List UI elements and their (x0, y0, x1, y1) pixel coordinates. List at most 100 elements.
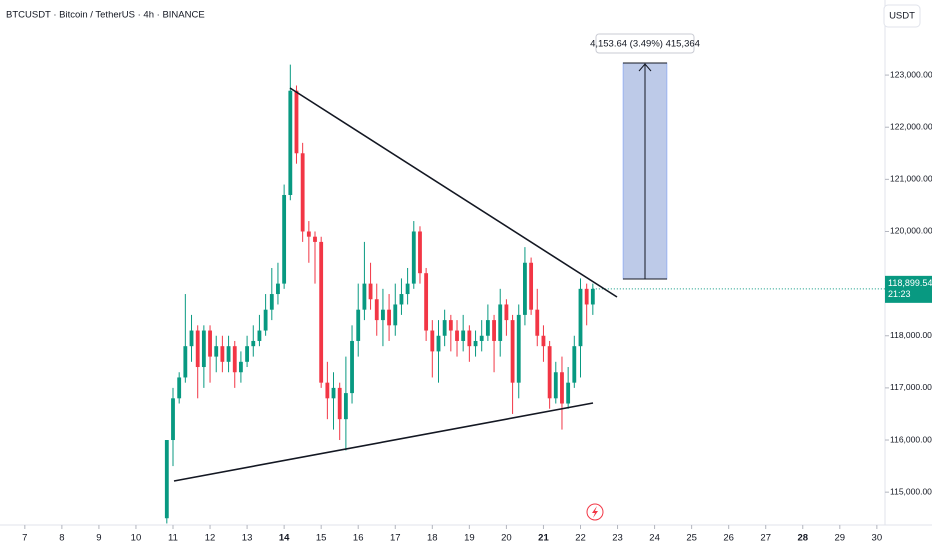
candle-body (313, 236, 317, 242)
candle-body (245, 346, 250, 362)
candle-body (448, 320, 453, 331)
trendline-lower (173, 402, 594, 482)
x-tick-label: 11 (168, 533, 178, 544)
candle-body (325, 382, 330, 399)
event-icon-bolt (592, 506, 598, 518)
candle-body (411, 231, 416, 284)
candle-body (455, 330, 459, 341)
x-tick-label: 23 (612, 533, 623, 544)
candle-body (220, 346, 225, 362)
candle-body (294, 90, 299, 154)
candle-body (306, 231, 311, 237)
x-tick-label: 15 (316, 533, 327, 544)
candle-body (201, 330, 206, 368)
candle-body (405, 283, 410, 295)
candle-body (418, 231, 422, 274)
candle-body (492, 320, 496, 341)
candle-body (208, 330, 212, 357)
candle-body (337, 387, 342, 420)
candle-body (529, 262, 534, 310)
measure-arrowhead (638, 63, 652, 72)
x-tick-label: 12 (205, 533, 216, 544)
candle-body (523, 262, 527, 315)
candle-body (381, 309, 385, 321)
x-tick-label: 7 (22, 533, 27, 544)
y-tick-label: 117,000.00 (890, 382, 932, 392)
candle-body (504, 304, 509, 321)
candle-body (566, 382, 571, 404)
candle-body (350, 340, 354, 394)
candle-body (238, 361, 243, 373)
candle-body (374, 299, 379, 321)
candle-body (572, 346, 577, 383)
candle-body (584, 288, 589, 305)
y-tick-label: 115,000.00 (890, 486, 932, 496)
y-tick-label: 123,000.00 (890, 69, 932, 79)
last-price-label: 118,899.54 (888, 278, 932, 288)
candle-body (164, 440, 169, 519)
candle-body (276, 283, 280, 295)
y-tick-label: 122,000.00 (890, 121, 932, 131)
candle-body (331, 387, 336, 399)
candle-body (362, 283, 367, 310)
currency-button-label[interactable]: USDT (889, 11, 915, 22)
candle-body (535, 309, 540, 336)
measure-label: 4,153.64 (3.49%) 415,364 (590, 39, 700, 50)
candle-body (171, 398, 175, 441)
candle-body (393, 304, 398, 326)
candle-body (547, 346, 552, 399)
measure-label-box (595, 33, 695, 54)
candle-body (251, 340, 256, 347)
last-price-box (885, 275, 932, 303)
candle-body (343, 393, 348, 420)
candle-body (183, 346, 188, 378)
candle-body (578, 288, 583, 347)
candle-body (590, 288, 595, 305)
x-tick-label: 19 (464, 533, 475, 544)
candle-body (436, 335, 441, 352)
x-tick-label: 22 (575, 533, 586, 544)
x-tick-label: 29 (835, 533, 846, 544)
candle-body (356, 309, 361, 341)
candle-body (485, 320, 490, 336)
x-tick-label: 10 (131, 533, 142, 544)
x-tick-label: 14 (279, 533, 290, 544)
symbol-header: BTCUSDT · Bitcoin / TetherUS · 4h · BINA… (6, 10, 205, 21)
candle-body (461, 330, 466, 341)
x-tick-label: 20 (501, 533, 512, 544)
y-tick-label: 116,000.00 (890, 434, 932, 444)
candle-body (226, 346, 231, 362)
countdown-label: 21:23 (888, 289, 911, 299)
candle-body (269, 294, 274, 310)
x-tick-label: 16 (353, 533, 364, 544)
candle-body (424, 273, 429, 331)
x-tick-label: 13 (242, 533, 253, 544)
candle-body (399, 294, 404, 305)
currency-button[interactable] (883, 4, 921, 28)
y-tick-label: 120,000.00 (890, 226, 932, 236)
candle-body (467, 330, 472, 347)
candle-body (516, 314, 521, 383)
candle-body (430, 330, 435, 352)
candle-body (510, 320, 515, 383)
candle-body (479, 335, 484, 341)
x-tick-label: 17 (390, 533, 401, 544)
candle-body (442, 320, 447, 336)
candle-body (368, 283, 373, 300)
x-tick-label: 9 (96, 533, 101, 544)
y-tick-label: 121,000.00 (890, 174, 932, 184)
x-tick-label: 21 (538, 533, 549, 544)
candle-body (560, 372, 564, 404)
x-tick-label: 26 (723, 533, 734, 544)
x-tick-label: 30 (872, 533, 883, 544)
candle-body (232, 346, 237, 373)
y-tick-label: 118,000.00 (890, 330, 932, 340)
candle-body (189, 330, 194, 347)
candle-body (263, 309, 268, 331)
candle-body (214, 346, 219, 357)
candle-body (553, 372, 558, 399)
candle-body (387, 309, 391, 326)
candle-body (541, 335, 546, 347)
